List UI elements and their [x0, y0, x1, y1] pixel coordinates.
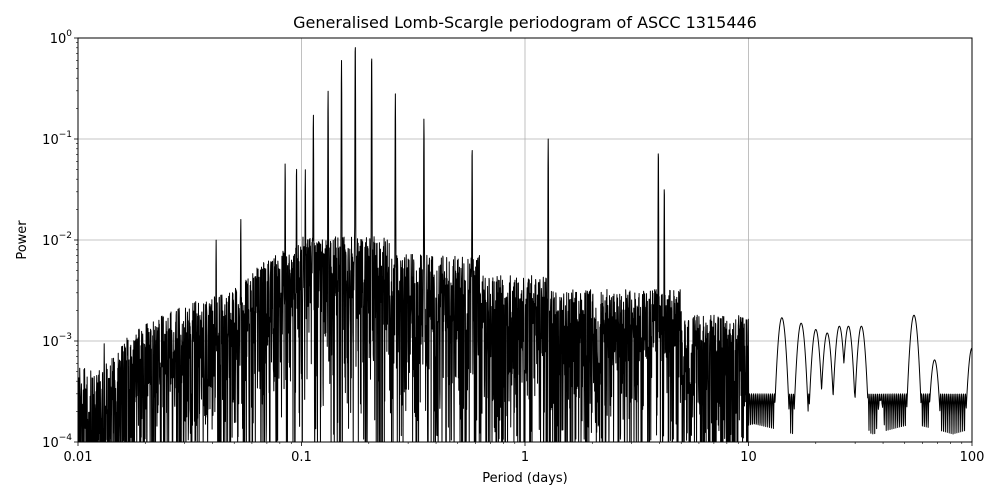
y-tick-label: 100: [50, 29, 73, 47]
y-tick-exponent: −2: [59, 231, 72, 241]
y-tick-exponent: −1: [59, 130, 72, 140]
x-tick-labels: 0.01 0.1 1 10 100: [64, 450, 985, 465]
y-tick-base: 10: [50, 32, 67, 47]
x-tick-label: 10: [740, 450, 757, 465]
x-tick-label: 1: [521, 450, 529, 465]
x-tick-label: 100: [960, 450, 985, 465]
y-tick-exponent: −4: [59, 433, 73, 443]
y-tick-label: 10−3: [42, 332, 72, 350]
x-tick-label: 0.01: [64, 450, 93, 465]
y-tick-label: 10−2: [42, 231, 72, 249]
y-axis-label: Power: [15, 220, 30, 260]
y-tick-base: 10: [42, 133, 59, 148]
y-tick-exponent: −3: [59, 332, 72, 342]
series-line: [78, 47, 972, 442]
y-tick-base: 10: [42, 234, 59, 249]
x-axis-label: Period (days): [482, 471, 568, 486]
chart-title: Generalised Lomb-Scargle periodogram of …: [293, 13, 757, 32]
axis-ticks: [74, 37, 973, 446]
y-tick-label: 10−1: [42, 130, 72, 148]
y-tick-label: 10−4: [42, 433, 72, 451]
y-tick-base: 10: [42, 335, 59, 350]
y-tick-exponent: 0: [66, 29, 72, 39]
periodogram-line: [78, 47, 972, 442]
x-tick-label: 0.1: [291, 450, 312, 465]
y-tick-base: 10: [42, 436, 59, 451]
